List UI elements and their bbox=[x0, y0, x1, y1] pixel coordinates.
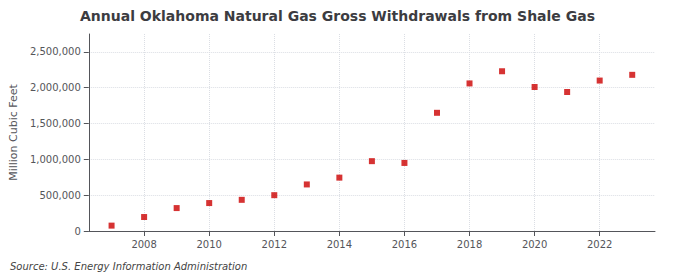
svg-text:2014: 2014 bbox=[327, 239, 352, 250]
svg-text:Annual Oklahoma Natural Gas Gr: Annual Oklahoma Natural Gas Gross Withdr… bbox=[80, 8, 595, 24]
svg-text:1,500,000: 1,500,000 bbox=[30, 118, 81, 129]
svg-text:Million Cubic Feet: Million Cubic Feet bbox=[7, 83, 20, 180]
svg-text:2,000,000: 2,000,000 bbox=[30, 82, 81, 93]
svg-text:2016: 2016 bbox=[392, 239, 417, 250]
svg-text:0: 0 bbox=[74, 226, 80, 237]
svg-text:500,000: 500,000 bbox=[39, 190, 80, 201]
svg-text:2,500,000: 2,500,000 bbox=[30, 46, 81, 57]
svg-text:2020: 2020 bbox=[522, 239, 547, 250]
svg-text:2012: 2012 bbox=[262, 239, 287, 250]
svg-text:Source: U.S. Energy Informatio: Source: U.S. Energy Information Administ… bbox=[10, 261, 247, 272]
svg-text:2022: 2022 bbox=[587, 239, 612, 250]
svg-text:1,000,000: 1,000,000 bbox=[30, 154, 81, 165]
svg-text:2008: 2008 bbox=[131, 239, 156, 250]
svg-text:2010: 2010 bbox=[196, 239, 221, 250]
svg-text:2018: 2018 bbox=[457, 239, 482, 250]
